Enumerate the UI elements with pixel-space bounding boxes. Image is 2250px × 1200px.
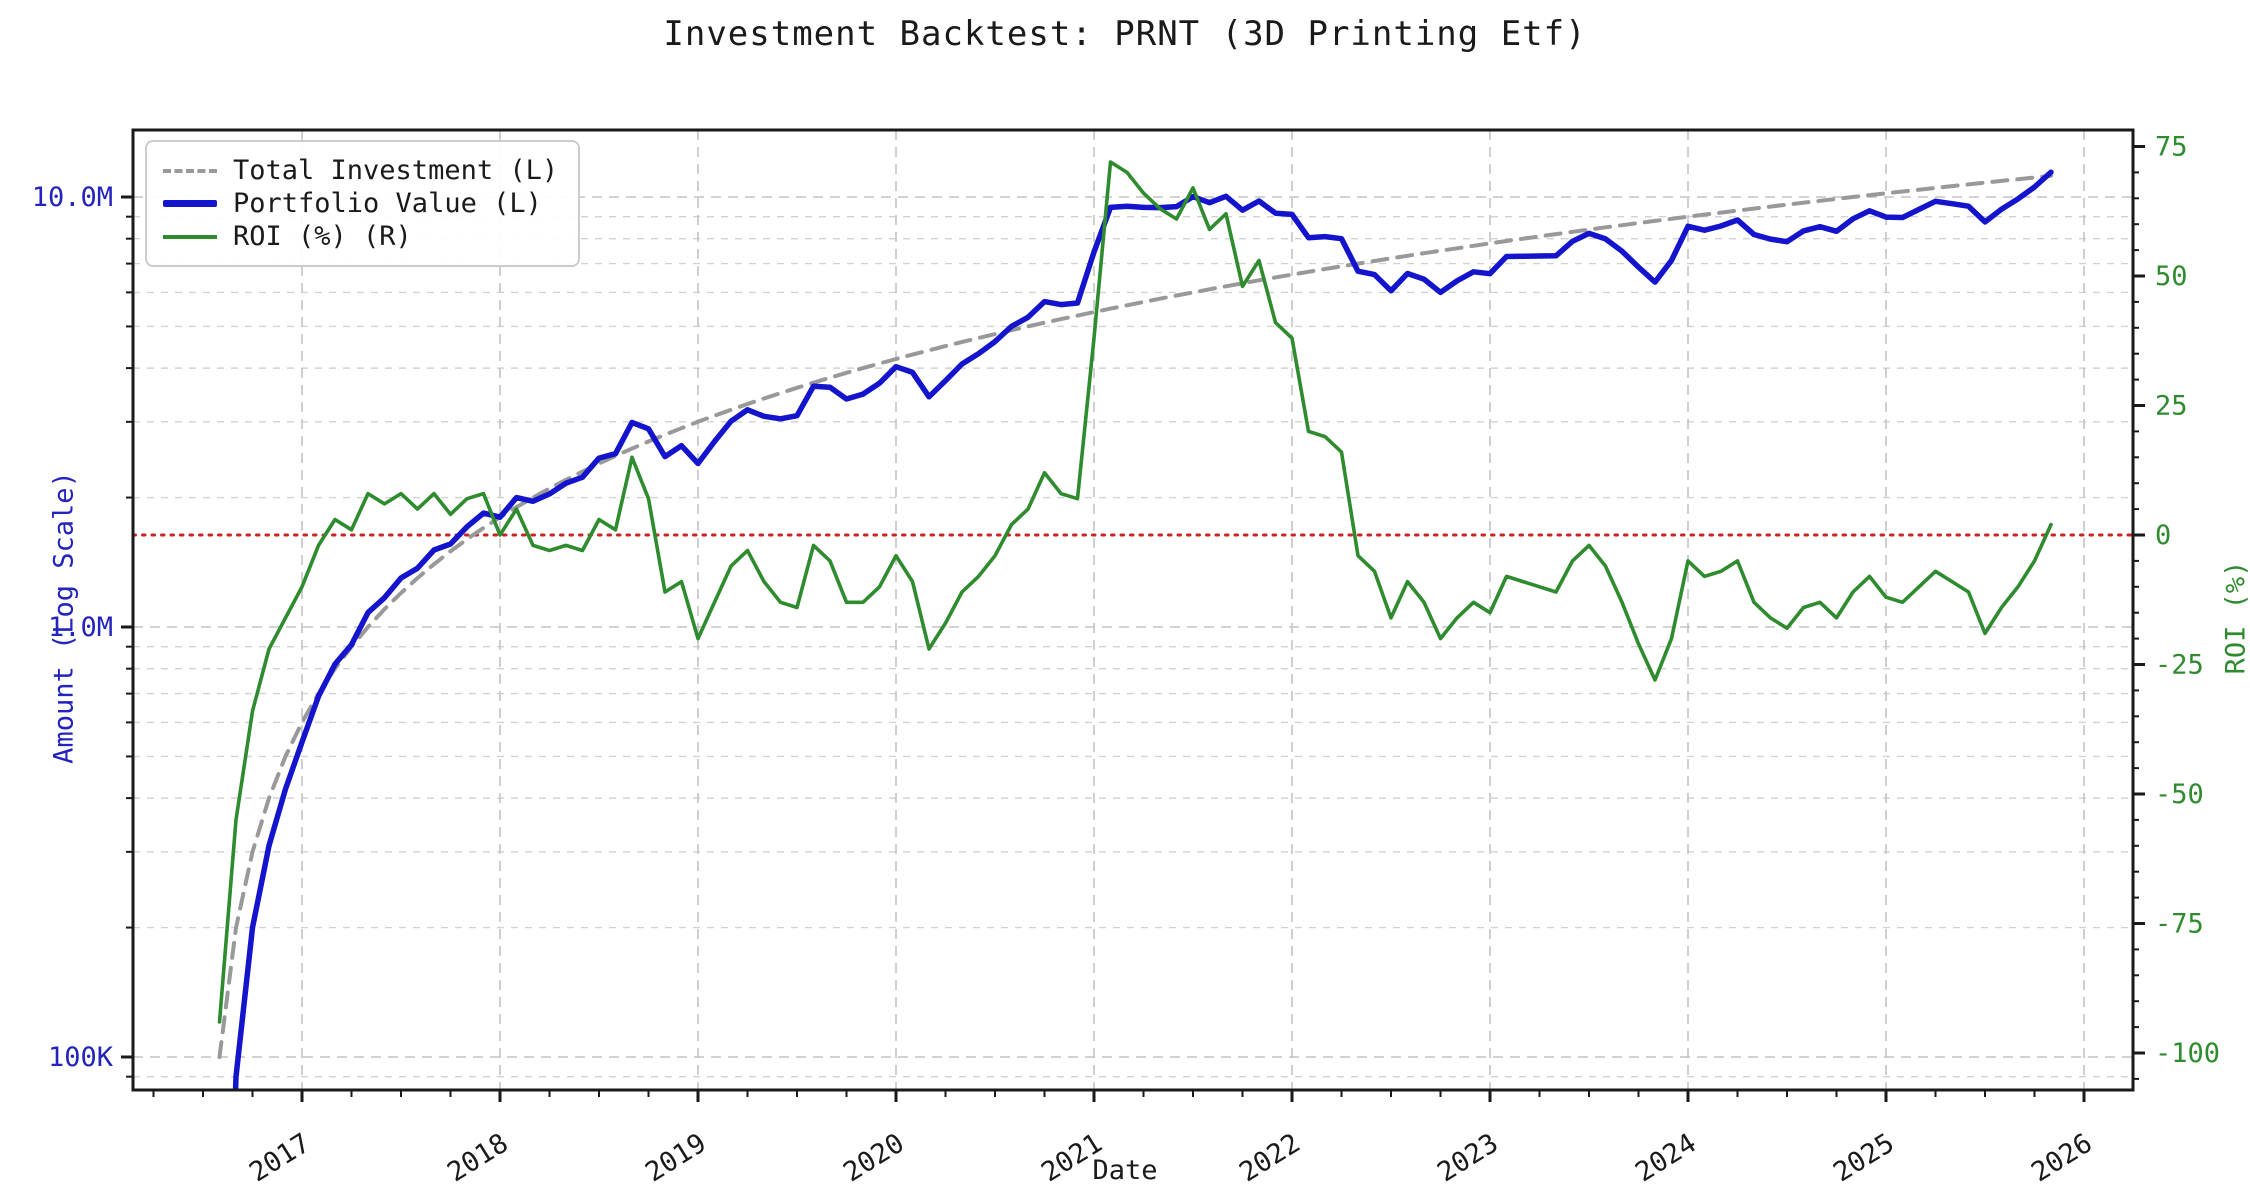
legend-item-portfolio-value: Portfolio Value (L) [163,187,558,220]
blue-line-swatch-icon [163,200,217,207]
right-axis-title: ROI (%) [2220,560,2250,675]
roi-line [217,160,2053,1024]
x-axis-title: Date [1092,1155,1158,1186]
dashed-line-swatch-icon [163,168,217,173]
green-line-swatch-icon [163,234,217,239]
legend-label: Total Investment (L) [233,155,559,186]
y-right-tick-label: -25 [2155,650,2204,681]
y-right-tick-label: 0 [2155,520,2171,551]
legend: Total Investment (L) Portfolio Value (L)… [145,140,581,267]
legend-label: Portfolio Value (L) [233,188,542,219]
total-investment-line [217,173,2053,1059]
legend-item-roi: ROI (%) (R) [163,220,558,253]
legend-item-total-investment: Total Investment (L) [163,154,558,187]
y-right-tick-label: -50 [2155,779,2204,810]
y-right-tick-label: 50 [2155,261,2188,292]
chart-title: Investment Backtest: PRNT (3D Printing E… [663,14,1587,54]
y-left-tick-label: 1.0M [48,612,113,643]
portfolio-value-line [232,169,2054,1090]
y-right-tick-label: 75 [2155,132,2188,163]
legend-label: ROI (%) (R) [233,221,412,252]
plot-border [131,128,2135,1092]
y-left-tick-label: 100K [48,1042,114,1073]
y-left-tick-label: 10.0M [32,182,113,213]
y-right-tick-label: 25 [2155,391,2188,422]
y-right-tick-label: -100 [2155,1038,2220,1069]
left-axis-title: Amount (Log Scale) [48,471,80,764]
y-right-tick-label: -75 [2155,909,2204,940]
